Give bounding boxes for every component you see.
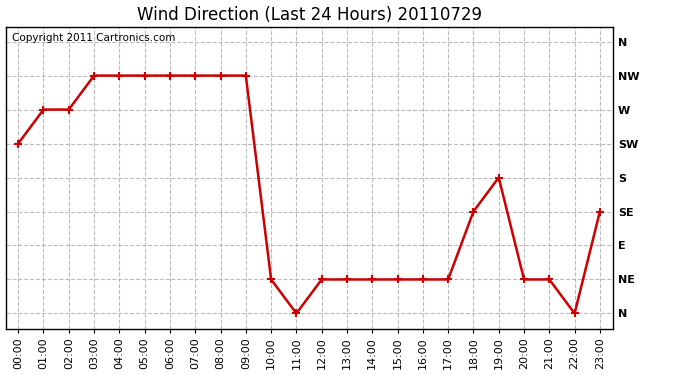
Title: Wind Direction (Last 24 Hours) 20110729: Wind Direction (Last 24 Hours) 20110729 (137, 6, 482, 24)
Text: Copyright 2011 Cartronics.com: Copyright 2011 Cartronics.com (12, 33, 175, 42)
